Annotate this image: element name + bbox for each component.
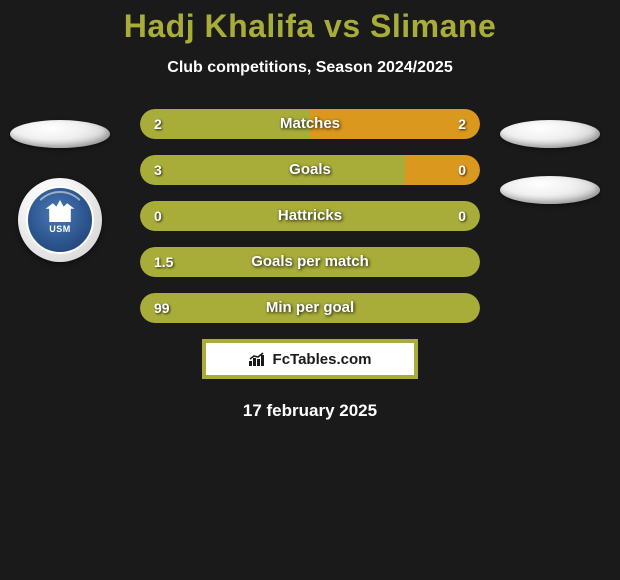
stat-label: Goals xyxy=(140,155,480,185)
stats-container: Hadj Khalifa vs Slimane Club competition… xyxy=(0,0,620,580)
player-ellipse-right-1 xyxy=(500,120,600,148)
stat-label: Hattricks xyxy=(140,201,480,231)
page-title: Hadj Khalifa vs Slimane xyxy=(0,0,620,45)
player-ellipse-left xyxy=(10,120,110,148)
stat-bar-row: 00Hattricks xyxy=(140,201,480,231)
brand-text: FcTables.com xyxy=(273,351,372,368)
stat-bar-row: 1.5Goals per match xyxy=(140,247,480,277)
stat-bars-area: 22Matches 30Goals 00Hattricks 1.5Goals per … xyxy=(140,109,480,323)
chart-icon xyxy=(249,352,267,366)
stat-label: Matches xyxy=(140,109,480,139)
stat-bar-row: 30Goals xyxy=(140,155,480,185)
stat-label: Goals per match xyxy=(140,247,480,277)
club-badge: USM xyxy=(18,178,102,262)
stat-bar-row: 22Matches xyxy=(140,109,480,139)
player-ellipse-right-2 xyxy=(500,176,600,204)
brand-box[interactable]: FcTables.com xyxy=(202,339,418,379)
date-text: 17 february 2025 xyxy=(0,401,620,421)
stat-label: Min per goal xyxy=(140,293,480,323)
club-badge-inner: USM xyxy=(26,186,94,254)
stat-bar-row: 99Min per goal xyxy=(140,293,480,323)
subtitle: Club competitions, Season 2024/2025 xyxy=(0,59,620,77)
